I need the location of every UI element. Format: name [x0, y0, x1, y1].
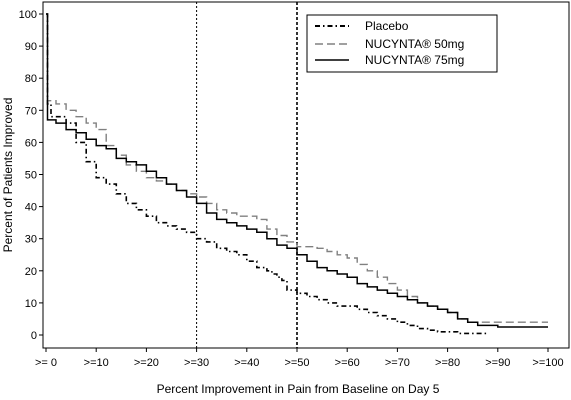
y-tick-label: 70 [25, 105, 37, 117]
y-tick-label: 0 [31, 330, 37, 342]
reference-lines [196, 2, 298, 348]
x-tick-label: >=100 [532, 357, 563, 369]
y-tick-label: 30 [25, 234, 37, 246]
y-tick-label: 80 [25, 73, 37, 85]
x-tick-label: >=20 [134, 357, 159, 369]
x-tick-label: >=50 [284, 357, 309, 369]
x-tick-label: >=30 [184, 357, 209, 369]
y-tick-label: 100 [19, 9, 37, 21]
x-tick-label: >= 0 [35, 357, 57, 369]
legend-label-nucynta-50mg: NUCYNTA® 50mg [365, 37, 464, 51]
y-tick-label: 50 [25, 170, 37, 182]
legend: Placebo NUCYNTA® 50mg NUCYNTA® 75mg [306, 14, 498, 73]
legend-label-placebo: Placebo [365, 19, 409, 33]
x-tick-label: >=80 [435, 357, 460, 369]
legend-box [306, 14, 498, 73]
series-line-0 [46, 13, 489, 335]
y-tick-label: 60 [25, 137, 37, 149]
y-tick-label: 40 [25, 202, 37, 214]
y-axis-title: Percent of Patients Improved [1, 98, 15, 253]
series-line-1 [46, 13, 548, 323]
y-tick-label: 10 [25, 298, 37, 310]
x-axis-ticks: >= 0 >=10 >=20 >=30 >=40 >=50 >=60 >=70 >=80 >=90… [35, 348, 564, 369]
x-tick-label: >=90 [485, 357, 510, 369]
legend-label-nucynta-75mg: NUCYNTA® 75mg [365, 53, 464, 67]
series-line-2 [46, 13, 548, 328]
x-tick-label: >=60 [335, 357, 360, 369]
y-tick-label: 90 [25, 41, 37, 53]
series-lines [46, 13, 548, 335]
x-axis-title: Percent Improvement in Pain from Baselin… [157, 382, 440, 396]
y-axis-ticks: 0 10 20 30 40 50 60 70 80 90 100 [19, 9, 43, 342]
x-tick-label: >=70 [385, 357, 410, 369]
y-tick-label: 20 [25, 266, 37, 278]
x-tick-label: >=10 [84, 357, 109, 369]
x-tick-label: >=40 [234, 357, 259, 369]
